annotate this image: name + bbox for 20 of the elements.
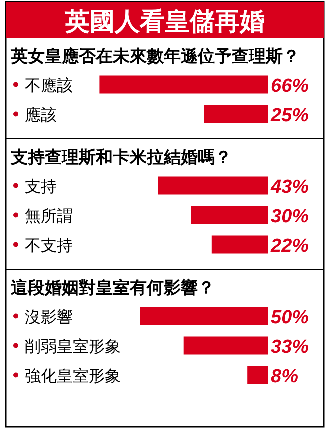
y-tick-label: 無所謂 [25, 207, 73, 226]
data-label: 22% [270, 236, 310, 257]
y-tick-label: 應該 [25, 106, 57, 124]
chart-title: 英國人看皇儲再婚 [64, 8, 265, 36]
chart-subtitle: 英女皇應否在未來數年遜位予查理斯？ [10, 47, 300, 66]
data-label: 8% [271, 366, 299, 388]
chart-subtitle: 這段婚姻對皇室有何影響？ [10, 278, 215, 298]
y-tick-label: 支持 [25, 178, 57, 196]
chart-subtitle: 支持查理斯和卡米拉結婚嗎？ [10, 148, 232, 167]
y-tick-label: 強化皇室形象 [25, 367, 121, 386]
data-label: 50% [271, 307, 310, 328]
y-tick-label: 削弱皇室形象 [25, 338, 121, 356]
data-label: 25% [270, 105, 310, 126]
data-label: 66% [271, 76, 310, 97]
y-tick-label: 不支持 [25, 236, 73, 255]
data-label: 30% [271, 206, 310, 228]
data-label: 43% [270, 176, 310, 198]
data-label: 33% [271, 336, 310, 358]
y-tick-label: 沒影響 [25, 308, 73, 326]
y-tick-label: 不應該 [25, 76, 73, 95]
